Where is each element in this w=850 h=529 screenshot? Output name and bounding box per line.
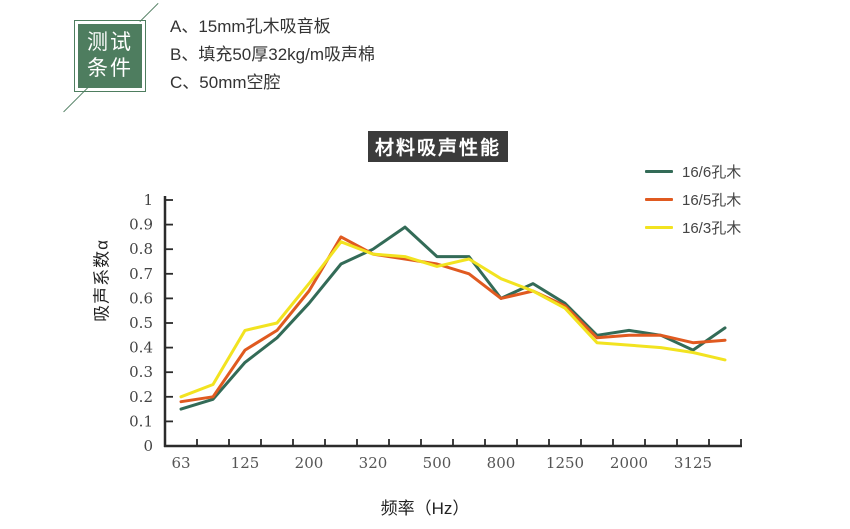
condition-item-b: B、填充50厚32kg/m吸声棉 — [170, 41, 375, 69]
svg-text:0.2: 0.2 — [129, 388, 153, 406]
badge-text-line1: 测试 — [87, 31, 133, 54]
svg-text:1: 1 — [143, 191, 153, 209]
svg-text:0.4: 0.4 — [129, 339, 153, 357]
test-conditions-badge: 测试 条件 — [74, 20, 146, 92]
chart-legend: 16/6孔木 16/5孔木 16/3孔木 — [645, 161, 741, 238]
condition-b-text: 填充50厚32kg/m吸声棉 — [198, 45, 376, 64]
svg-text:3125: 3125 — [674, 454, 712, 472]
condition-item-a: A、15mm孔木吸音板 — [170, 13, 375, 41]
svg-text:125: 125 — [231, 454, 260, 472]
chart-title: 材料吸声性能 — [374, 138, 501, 159]
legend-label-16-6: 16/6孔木 — [682, 164, 742, 181]
svg-text:0.6: 0.6 — [129, 289, 153, 307]
condition-item-c: C、50mm空腔 — [170, 69, 375, 97]
svg-text:0.8: 0.8 — [129, 240, 153, 258]
test-conditions-badge-fill: 测试 条件 — [78, 24, 142, 88]
condition-b-label: B、 — [170, 45, 199, 64]
condition-c-label: C、 — [170, 73, 200, 92]
x-axis-title: 频率（Hz） — [380, 499, 470, 518]
condition-a-label: A、 — [170, 17, 199, 36]
chart-title-badge: 材料吸声性能 — [368, 131, 508, 162]
legend-item-16-5: 16/5孔木 — [645, 189, 741, 210]
svg-text:0.7: 0.7 — [129, 265, 153, 283]
svg-text:0.1: 0.1 — [129, 412, 153, 430]
legend-swatch-green — [645, 170, 673, 173]
condition-a-text: 15mm孔木吸音板 — [198, 17, 331, 36]
condition-c-text: 50mm空腔 — [199, 73, 281, 92]
legend-item-16-3: 16/3孔木 — [645, 217, 741, 238]
svg-text:800: 800 — [487, 454, 516, 472]
y-axis-title: 吸声系数α — [92, 239, 112, 322]
svg-text:0.9: 0.9 — [129, 216, 153, 234]
svg-text:63: 63 — [171, 454, 190, 472]
test-conditions-list: A、15mm孔木吸音板 B、填充50厚32kg/m吸声棉 C、50mm空腔 — [170, 13, 375, 97]
svg-text:1250: 1250 — [546, 454, 584, 472]
svg-text:200: 200 — [295, 454, 324, 472]
badge-text-line2: 条件 — [87, 57, 133, 80]
legend-swatch-yellow — [645, 226, 673, 229]
svg-text:2000: 2000 — [610, 454, 648, 472]
absorption-line-chart: 0 0.1 0.2 0.3 0.4 0.5 0.6 0.7 0.8 0.9 1 63 125 200 320… — [129, 191, 742, 472]
legend-swatch-orange — [645, 198, 673, 201]
legend-item-16-6: 16/6孔木 — [645, 161, 741, 182]
svg-text:0: 0 — [143, 437, 153, 455]
svg-text:320: 320 — [359, 454, 388, 472]
svg-text:0.3: 0.3 — [129, 363, 153, 381]
legend-label-16-5: 16/5孔木 — [682, 192, 742, 209]
legend-label-16-3: 16/3孔木 — [682, 220, 742, 237]
svg-text:0.5: 0.5 — [129, 314, 153, 332]
badge-slash-top-right — [139, 2, 159, 23]
svg-text:500: 500 — [423, 454, 452, 472]
